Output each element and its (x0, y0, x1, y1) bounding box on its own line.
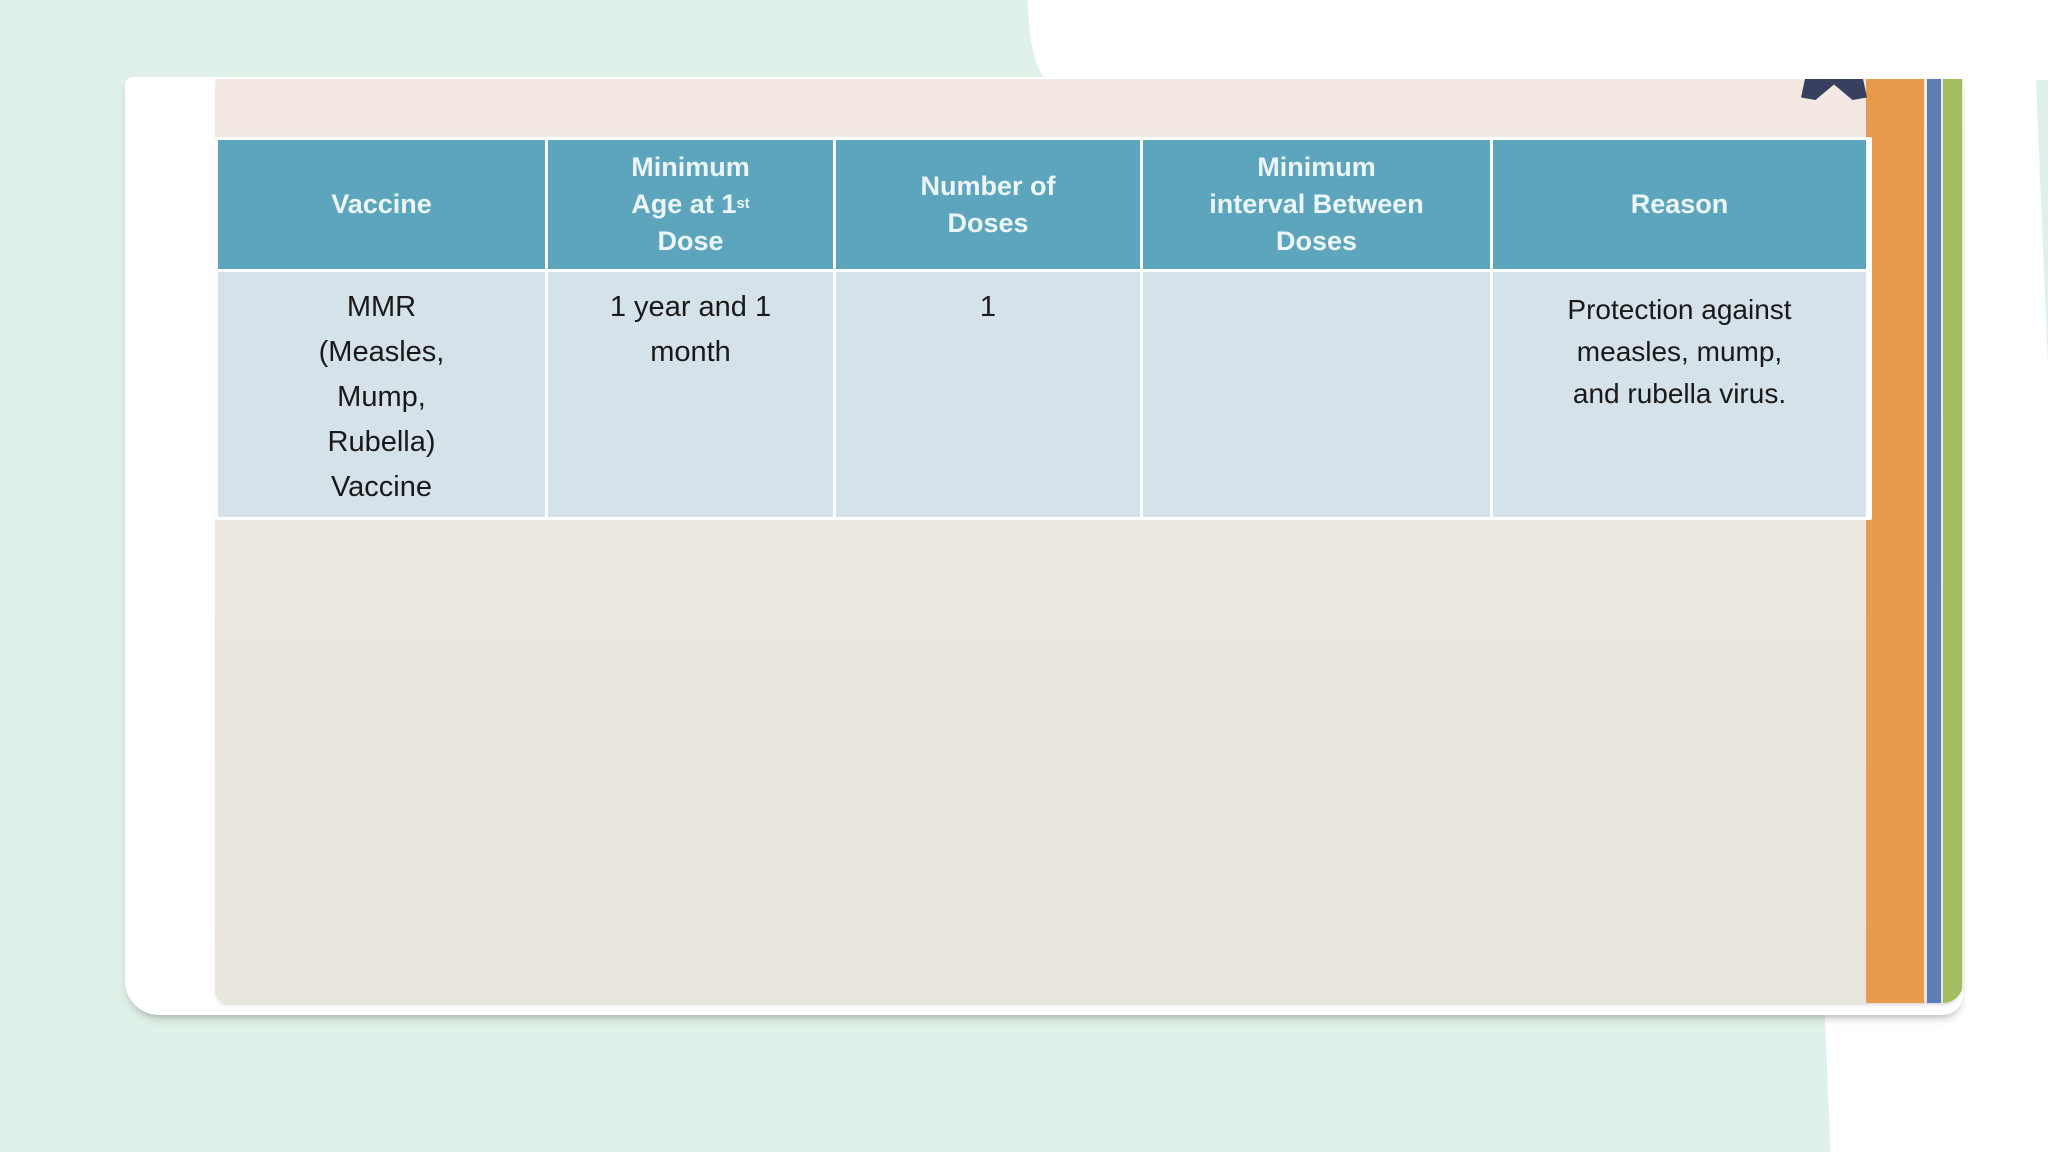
presentation-slide: Vaccine Minimum Age at 1st Dose Number o… (215, 79, 1963, 1003)
header-label-line: Dose (657, 226, 724, 256)
header-label: Vaccine (331, 189, 432, 219)
header-label-line: Doses (1275, 226, 1358, 256)
orange-edge-stripe (1866, 79, 1924, 1003)
cell-minimum-interval (1143, 272, 1490, 517)
header-cell-minimum-interval: Minimum interval Between Doses (1143, 140, 1490, 269)
header-cell-number-of-doses: Number of Doses (836, 140, 1140, 269)
header-cell-minimum-age: Minimum Age at 1st Dose (548, 140, 833, 269)
header-label-line: Age at 1st (631, 186, 749, 223)
header-label-line: Doses (947, 207, 1029, 238)
header-label-pre: Age at 1 (631, 189, 737, 219)
vaccine-table: Vaccine Minimum Age at 1st Dose Number o… (215, 137, 1872, 520)
header-cell-vaccine: Vaccine (218, 140, 545, 269)
cell-number-of-doses: 1 (836, 272, 1140, 517)
header-label: Reason (1630, 189, 1729, 219)
header-label-line: Minimum (1257, 152, 1376, 182)
header-cell-reason: Reason (1493, 140, 1866, 269)
cell-vaccine-name: MMR (Measles, Mump, Rubella) Vaccine (218, 272, 545, 517)
header-label-line: Minimum (631, 152, 750, 182)
ordinal-superscript: st (736, 195, 750, 212)
header-label-line: Number of (920, 170, 1056, 201)
bookmark-ribbon-icon (1801, 79, 1867, 100)
blue-edge-stripe (1927, 79, 1941, 1003)
green-edge-stripe (1943, 79, 1962, 1003)
header-label-line: interval Between (1209, 189, 1424, 219)
cell-minimum-age: 1 year and 1 month (548, 272, 833, 517)
cell-reason: Protection against measles, mump, and ru… (1493, 272, 1866, 517)
